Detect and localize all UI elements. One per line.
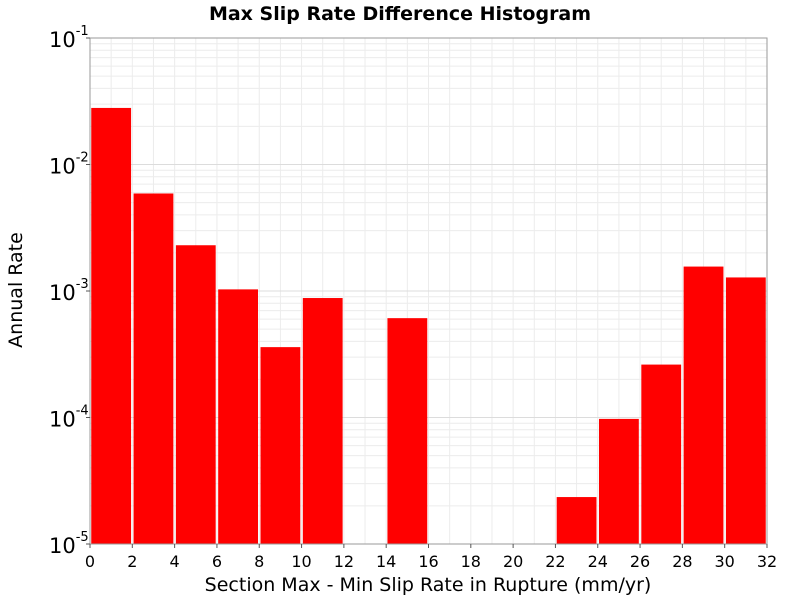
x-tick-label: 2 [127,552,137,571]
chart-svg: Max Slip Rate Difference Histogram 02468… [0,0,800,600]
bar-1 [134,193,174,544]
y-tick-label: 10-2 [49,151,89,179]
bar-11 [557,497,597,544]
y-tick-label: 10-5 [49,530,89,558]
x-tick-label: 18 [461,552,481,571]
x-tick-label: 14 [376,552,396,571]
bar-5 [303,298,343,544]
x-tick-label: 0 [85,552,95,571]
x-tick-label: 30 [715,552,735,571]
x-tick-label: 12 [334,552,354,571]
x-tick-label: 22 [545,552,565,571]
bar-14 [684,267,724,544]
plot-area: 0 2 4 6 8 10 12 14 16 18 20 22 24 26 28 30 3210-510-410-… [49,24,777,571]
x-tick-label: 6 [212,552,222,571]
x-tick-label: 32 [757,552,777,571]
bar-15 [726,277,766,544]
bar-4 [261,347,301,544]
x-tick-label: 28 [672,552,692,571]
bar-3 [218,289,258,544]
x-tick-label: 4 [170,552,180,571]
bar-7 [387,318,427,544]
x-tick-label: 8 [254,552,264,571]
y-axis-label: Annual Rate [5,232,27,348]
y-tick-label: 10-4 [49,404,89,432]
x-tick-label: 16 [418,552,438,571]
bar-13 [641,365,681,544]
bar-12 [599,419,639,544]
x-tick-label: 26 [630,552,650,571]
y-tick-label: 10-3 [49,277,89,305]
bar-2 [176,245,216,544]
chart-title: Max Slip Rate Difference Histogram [209,3,591,25]
bar-0 [91,108,131,544]
histogram-chart: Max Slip Rate Difference Histogram 02468… [0,0,800,600]
x-tick-label: 10 [291,552,311,571]
y-tick-label: 10-1 [49,24,89,52]
x-tick-label: 24 [588,552,608,571]
x-axis-label: Section Max - Min Slip Rate in Rupture (… [205,574,652,596]
x-tick-label: 20 [503,552,523,571]
